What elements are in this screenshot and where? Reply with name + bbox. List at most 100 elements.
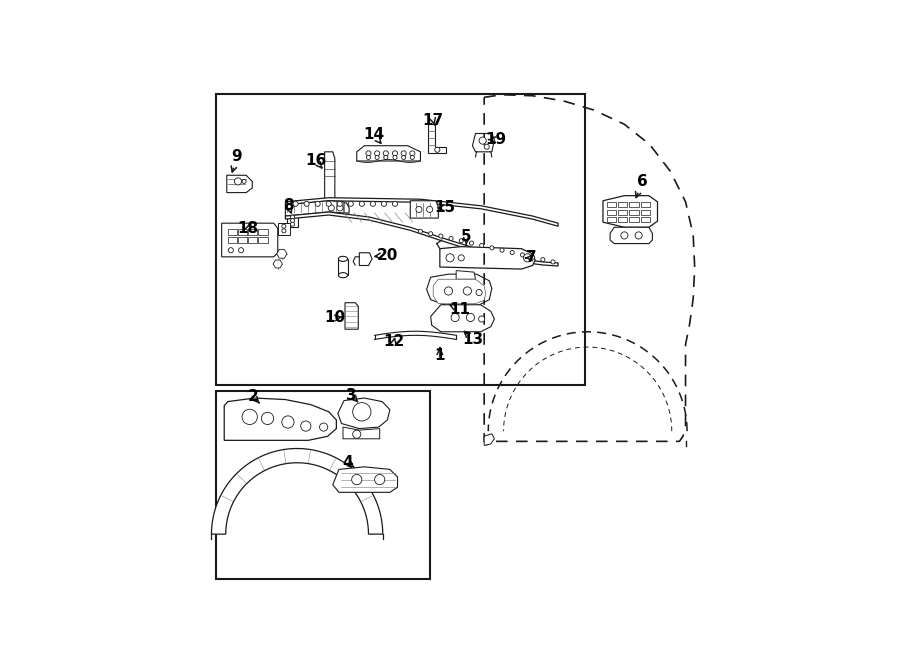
Polygon shape xyxy=(484,434,494,446)
Text: 2: 2 xyxy=(248,389,258,404)
Circle shape xyxy=(348,201,354,207)
Circle shape xyxy=(366,156,371,160)
Circle shape xyxy=(315,201,320,207)
Polygon shape xyxy=(221,223,278,257)
Polygon shape xyxy=(325,152,335,203)
Polygon shape xyxy=(343,427,380,439)
Circle shape xyxy=(366,151,371,156)
Bar xyxy=(629,203,639,207)
Bar xyxy=(607,217,616,222)
Text: 9: 9 xyxy=(231,150,242,164)
Bar xyxy=(607,210,616,215)
Circle shape xyxy=(375,156,379,160)
Circle shape xyxy=(374,151,380,156)
Text: 6: 6 xyxy=(637,174,648,189)
Text: 15: 15 xyxy=(435,201,455,215)
Circle shape xyxy=(445,287,453,295)
Polygon shape xyxy=(285,212,558,266)
Text: 10: 10 xyxy=(324,310,346,326)
Bar xyxy=(618,203,627,207)
Circle shape xyxy=(439,234,443,238)
Circle shape xyxy=(427,207,433,213)
Polygon shape xyxy=(227,175,252,193)
Polygon shape xyxy=(287,214,298,227)
Ellipse shape xyxy=(338,273,347,278)
Circle shape xyxy=(393,156,397,160)
Circle shape xyxy=(291,215,294,219)
Bar xyxy=(248,237,257,243)
Circle shape xyxy=(531,255,535,260)
Circle shape xyxy=(238,248,244,253)
Bar xyxy=(338,259,347,275)
Circle shape xyxy=(480,244,483,248)
Polygon shape xyxy=(285,201,344,216)
Circle shape xyxy=(541,258,544,261)
Circle shape xyxy=(410,156,414,160)
Polygon shape xyxy=(285,198,558,226)
Circle shape xyxy=(410,151,415,156)
Bar xyxy=(641,203,650,207)
Polygon shape xyxy=(431,305,494,332)
Circle shape xyxy=(520,253,525,257)
Circle shape xyxy=(242,179,246,183)
Circle shape xyxy=(261,412,274,424)
Circle shape xyxy=(370,201,375,207)
Circle shape xyxy=(551,260,555,264)
Polygon shape xyxy=(359,253,372,265)
Bar xyxy=(216,94,585,385)
Polygon shape xyxy=(603,196,658,227)
Text: 20: 20 xyxy=(377,248,398,263)
Circle shape xyxy=(401,151,406,156)
Circle shape xyxy=(353,402,371,421)
Polygon shape xyxy=(338,398,390,428)
Bar xyxy=(238,229,248,236)
Text: 18: 18 xyxy=(238,221,258,236)
Text: 4: 4 xyxy=(343,455,354,470)
Text: 14: 14 xyxy=(363,127,384,142)
Bar xyxy=(238,237,248,243)
Circle shape xyxy=(470,241,473,245)
Polygon shape xyxy=(428,124,446,154)
Bar xyxy=(258,229,267,236)
Polygon shape xyxy=(224,398,337,440)
Circle shape xyxy=(418,229,422,234)
Circle shape xyxy=(500,248,504,252)
Text: 7: 7 xyxy=(526,250,537,265)
Polygon shape xyxy=(356,146,420,161)
Bar xyxy=(641,217,650,222)
Circle shape xyxy=(416,207,422,213)
Text: 11: 11 xyxy=(450,303,471,317)
Circle shape xyxy=(392,151,398,156)
Circle shape xyxy=(464,287,472,295)
Bar xyxy=(641,210,650,215)
Circle shape xyxy=(490,246,494,250)
Bar xyxy=(228,229,237,236)
Circle shape xyxy=(479,316,485,322)
Text: 16: 16 xyxy=(305,154,327,169)
Bar xyxy=(629,210,639,215)
Bar xyxy=(618,217,627,222)
Text: 5: 5 xyxy=(461,229,472,244)
Circle shape xyxy=(291,222,294,226)
Bar xyxy=(607,203,616,207)
Ellipse shape xyxy=(338,256,347,261)
Text: 13: 13 xyxy=(462,332,483,347)
Polygon shape xyxy=(610,227,652,244)
Circle shape xyxy=(476,289,482,295)
Circle shape xyxy=(374,475,385,485)
Circle shape xyxy=(353,430,361,438)
Polygon shape xyxy=(440,247,536,269)
Bar xyxy=(216,391,429,579)
Text: 8: 8 xyxy=(283,198,293,213)
Polygon shape xyxy=(456,271,475,279)
Circle shape xyxy=(458,255,464,261)
Bar xyxy=(228,237,237,243)
Polygon shape xyxy=(345,303,358,329)
Circle shape xyxy=(282,224,286,228)
Polygon shape xyxy=(472,134,494,152)
Circle shape xyxy=(392,201,398,207)
Polygon shape xyxy=(427,274,491,307)
Polygon shape xyxy=(212,449,382,534)
Circle shape xyxy=(291,218,294,222)
Circle shape xyxy=(401,156,406,160)
